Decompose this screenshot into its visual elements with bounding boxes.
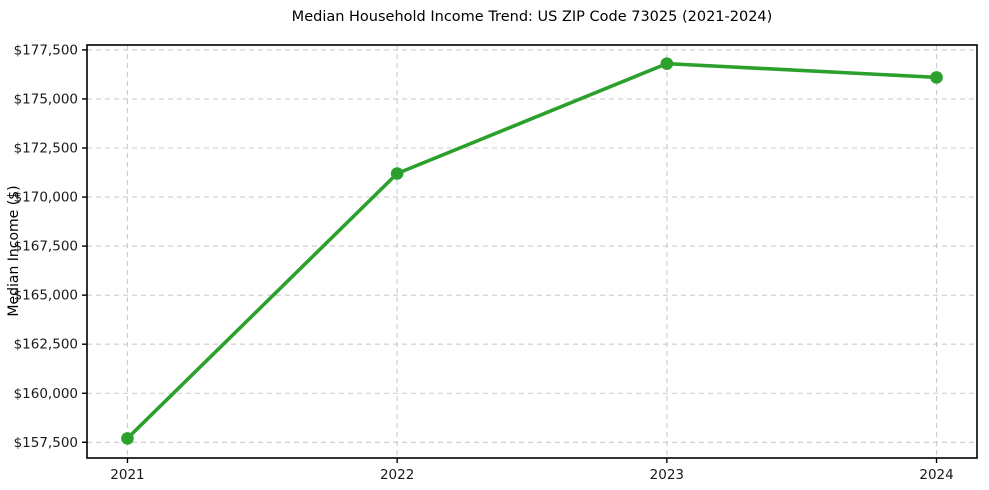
- trend-line: [125, 61, 939, 441]
- x-tick-label: 2023: [650, 467, 684, 483]
- plot-border: [86, 44, 978, 459]
- y-tick-label: $170,000: [14, 190, 78, 206]
- y-tick-label: $157,500: [14, 435, 78, 451]
- y-tick-label: $175,000: [14, 91, 78, 107]
- y-tick-label: $165,000: [14, 288, 78, 304]
- data-point-marker: [660, 57, 674, 70]
- x-tick-label: 2024: [919, 467, 953, 483]
- chart-title: Median Household Income Trend: US ZIP Co…: [291, 9, 773, 25]
- y-tick-label: $172,500: [14, 141, 78, 157]
- y-tick-label: $160,000: [14, 386, 78, 402]
- data-point-marker: [930, 71, 943, 84]
- data-point-marker: [390, 167, 404, 180]
- y-tick-label: $162,500: [14, 337, 78, 353]
- data-point-marker: [121, 432, 134, 445]
- x-tick-label: 2022: [380, 467, 414, 483]
- y-tick-label: $177,500: [14, 42, 78, 58]
- y-tick-label: $167,500: [14, 239, 78, 255]
- x-tick-label: 2021: [110, 467, 144, 483]
